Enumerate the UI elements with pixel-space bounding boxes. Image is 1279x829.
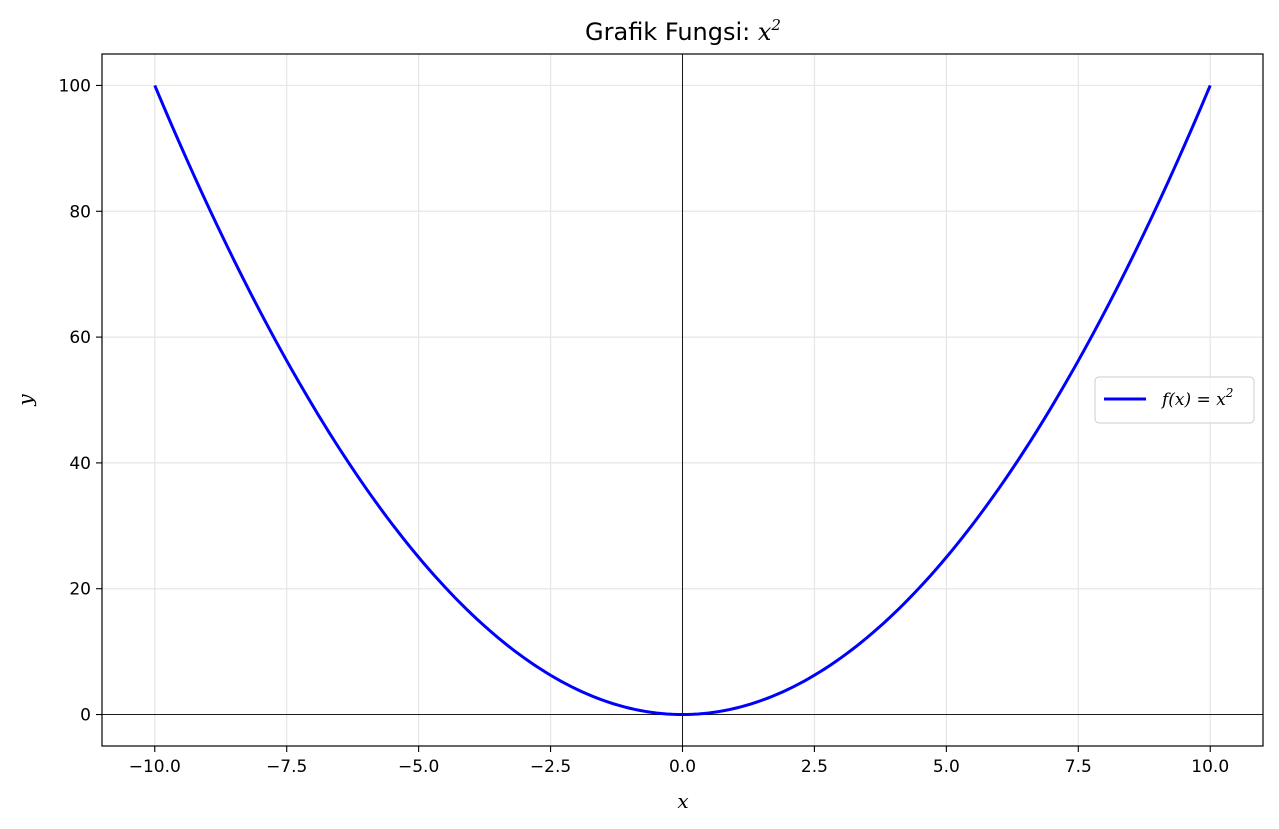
y-tick-label: 40 <box>69 454 91 474</box>
chart-title-sup: 2 <box>770 16 781 34</box>
legend-entry-label: f(x) = x2 <box>1160 386 1233 410</box>
chart-title: Grafik Fungsi: x2 <box>585 16 781 46</box>
series-line-0 <box>153 84 1212 717</box>
x-tick-label: 7.5 <box>1065 757 1092 777</box>
legend: f(x) = x2 <box>1094 376 1255 424</box>
legend-box <box>1094 376 1255 424</box>
legend-entry-text: f(x) = x <box>1160 390 1226 410</box>
legend-entry-sup: 2 <box>1225 386 1234 400</box>
x-tick-label: −7.5 <box>266 757 307 777</box>
y-tick-label: 0 <box>80 706 91 726</box>
x-axis-label: x <box>677 789 688 813</box>
x-tick-label: 10.0 <box>1191 757 1229 777</box>
x-tick-label: −5.0 <box>398 757 439 777</box>
y-tick-label: 100 <box>59 76 91 96</box>
y-axis-ticks: 0 20 40 60 80 100 <box>59 76 102 726</box>
chart-title-math: x <box>758 18 772 46</box>
x-tick-label: 2.5 <box>801 757 828 777</box>
x-tick-label: 5.0 <box>933 757 960 777</box>
y-tick-label: 20 <box>69 580 91 600</box>
x-axis-ticks: −10.0 −7.5 −5.0 −2.5 0.0 2.5 5.0 7.5 10.0 <box>129 746 1229 777</box>
series-lines <box>153 84 1212 717</box>
chart-title-text: Grafik Fungsi: <box>585 18 758 46</box>
y-axis-label: y <box>13 394 37 407</box>
y-tick-label: 60 <box>69 328 91 348</box>
x-tick-label: 0.0 <box>669 757 696 777</box>
y-tick-label: 80 <box>69 202 91 222</box>
x-tick-label: −2.5 <box>530 757 571 777</box>
x-tick-label: −10.0 <box>129 757 181 777</box>
